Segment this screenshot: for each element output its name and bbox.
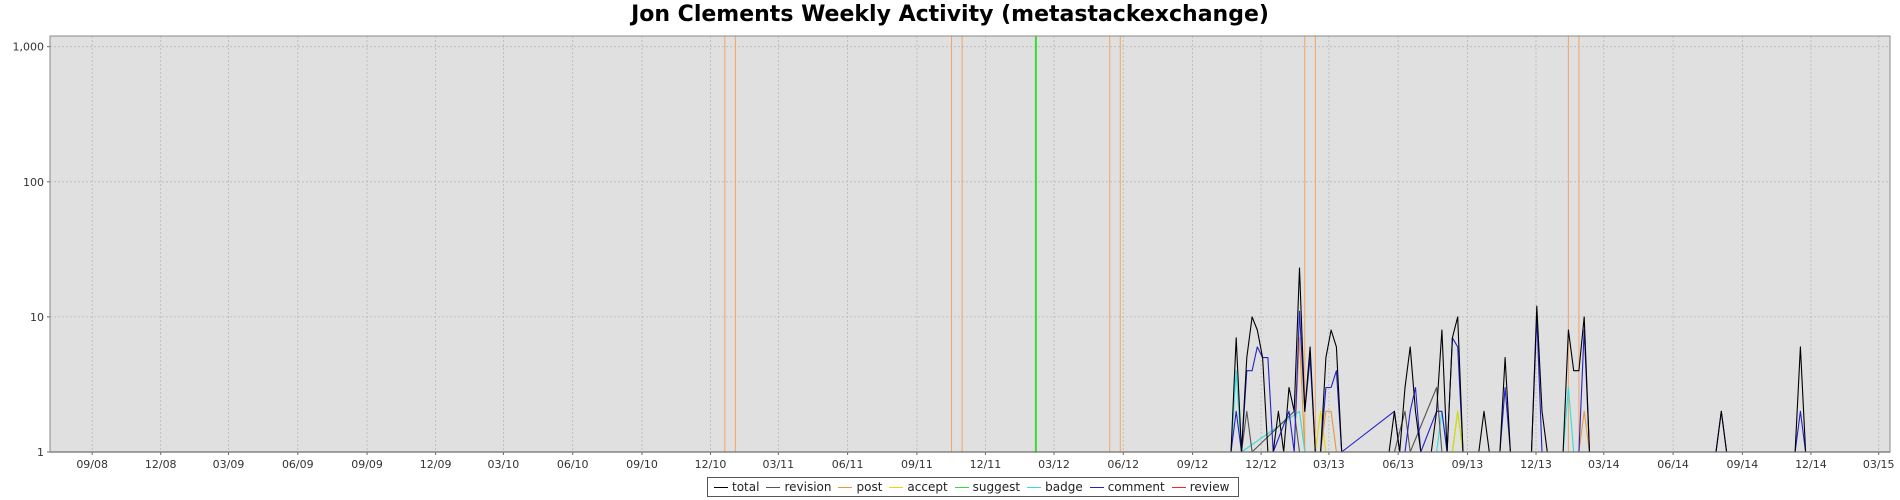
x-tick-label: 06/14 xyxy=(1657,458,1689,471)
legend-item-suggest: suggest xyxy=(954,480,1021,494)
plot-frame xyxy=(47,35,1891,455)
y-axis-labels: 1 10 100 1,000 xyxy=(13,41,45,459)
y-tick-label: 1,000 xyxy=(13,41,45,54)
x-tick-label: 03/12 xyxy=(1038,458,1070,471)
plot-area xyxy=(50,36,1890,452)
legend-item-post: post xyxy=(838,480,882,494)
x-axis-labels: 09/08 12/08 03/09 06/09 09/09 12/09 03/10 06/10… xyxy=(76,458,1894,471)
y-tick-label: 1 xyxy=(37,446,44,459)
legend-swatch xyxy=(766,486,781,488)
legend-label: total xyxy=(732,480,760,494)
x-tick-label: 12/13 xyxy=(1520,458,1552,471)
x-tick-label: 12/14 xyxy=(1795,458,1827,471)
legend-label: review xyxy=(1189,480,1230,494)
x-tick-label: 03/09 xyxy=(213,458,245,471)
x-tick-label: 06/09 xyxy=(282,458,314,471)
x-tick-label: 06/12 xyxy=(1107,458,1139,471)
legend-label: accept xyxy=(907,480,948,494)
legend-swatch xyxy=(1171,486,1186,488)
x-tick-label: 12/08 xyxy=(145,458,177,471)
event-markers xyxy=(724,36,1891,452)
legend-label: badge xyxy=(1045,480,1083,494)
legend-swatch xyxy=(838,486,853,488)
x-tick-label: 09/12 xyxy=(1177,458,1209,471)
legend-swatch xyxy=(889,486,904,488)
x-tick-label: 09/08 xyxy=(76,458,108,471)
x-tick-label: 03/14 xyxy=(1588,458,1620,471)
y-tick-label: 100 xyxy=(23,176,44,189)
chart-title: Jon Clements Weekly Activity (metastacke… xyxy=(631,2,1269,27)
x-tick-label: 06/10 xyxy=(557,458,589,471)
x-tick-label: 03/15 xyxy=(1863,458,1895,471)
x-tick-label: 12/10 xyxy=(695,458,727,471)
x-tick-label: 09/14 xyxy=(1727,458,1759,471)
series-line-total xyxy=(1230,267,1807,453)
x-tick-label: 12/09 xyxy=(420,458,452,471)
x-tick-label: 12/12 xyxy=(1245,458,1277,471)
x-tick-label: 06/13 xyxy=(1382,458,1414,471)
legend-swatch xyxy=(954,486,969,488)
legend-label: revision xyxy=(784,480,832,494)
legend-swatch xyxy=(1089,486,1104,488)
legend-item-comment: comment xyxy=(1089,480,1165,494)
legend-item-revision: revision xyxy=(766,480,831,494)
series-line-post xyxy=(1293,337,1591,453)
x-tick-label: 12/11 xyxy=(970,458,1002,471)
legend-label: suggest xyxy=(972,480,1021,494)
legend-label: comment xyxy=(1107,480,1165,494)
x-tick-label: 03/11 xyxy=(762,458,794,471)
x-tick-label: 09/09 xyxy=(351,458,383,471)
legend-swatch xyxy=(1027,486,1042,488)
legend-item-review: review xyxy=(1171,480,1230,494)
legend-item-accept: accept xyxy=(889,480,948,494)
plot-border xyxy=(49,35,1891,453)
legend-item-badge: badge xyxy=(1027,480,1083,494)
plot-background xyxy=(50,36,1890,452)
chart-legend: total revision post accept suggest badge comme… xyxy=(707,477,1240,497)
x-tick-label: 09/11 xyxy=(901,458,933,471)
x-tick-label: 09/13 xyxy=(1452,458,1484,471)
x-tick-label: 06/11 xyxy=(832,458,864,471)
legend-swatch xyxy=(714,486,728,488)
grid-lines xyxy=(50,36,1890,453)
x-tick-label: 09/10 xyxy=(626,458,658,471)
legend-label: post xyxy=(856,480,883,494)
legend-item-total: total xyxy=(714,480,759,494)
series-line-comment xyxy=(1230,310,1807,453)
x-tick-label: 03/10 xyxy=(488,458,520,471)
y-tick-label: 10 xyxy=(30,311,44,324)
x-tick-label: 03/13 xyxy=(1313,458,1345,471)
